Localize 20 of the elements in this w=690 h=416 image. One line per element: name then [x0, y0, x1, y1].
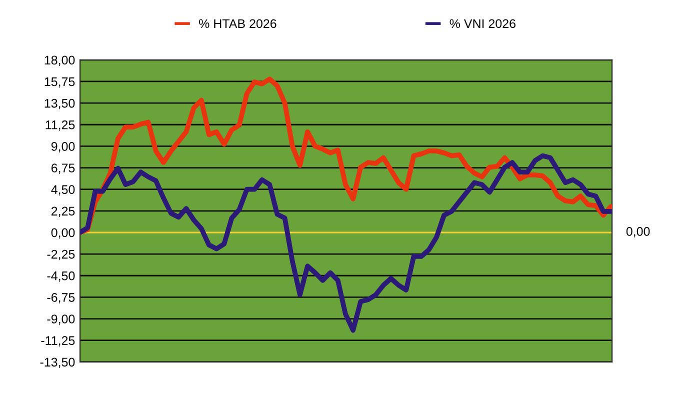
y-tick-label: -6,75 [47, 293, 75, 304]
ref-line-label: 0,00 [626, 226, 650, 238]
y-tick-label: -11,25 [41, 336, 75, 346]
y-tick-label: 0,00 [51, 228, 75, 239]
line-series [80, 76, 612, 235]
y-tick-label: -9,00 [47, 314, 75, 325]
y-tick-label: -2,25 [47, 250, 75, 260]
y-tick-label: 15,75 [44, 77, 75, 88]
y-tick-label: 9,00 [51, 142, 75, 152]
y-tick-label: 13,50 [44, 98, 75, 110]
legend-label: % VNI 2026 [450, 19, 516, 28]
y-tick-label: 2,25 [51, 206, 75, 218]
y-tick-label: -4,50 [47, 271, 75, 282]
y-tick-label: 18,00 [44, 56, 75, 66]
line-series [80, 153, 612, 333]
y-tick-label: 4,50 [51, 185, 75, 196]
y-tick-label: 6,75 [51, 164, 75, 174]
legend-label: % HTAB 2026 [198, 19, 276, 28]
y-tick-label: 11,25 [46, 120, 75, 131]
y-tick-label: -13,50 [40, 358, 75, 368]
